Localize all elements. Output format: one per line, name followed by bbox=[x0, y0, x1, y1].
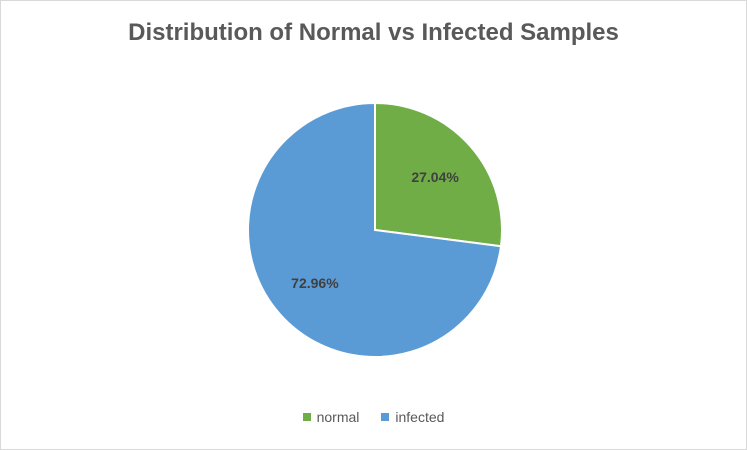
legend-label-normal: normal bbox=[316, 409, 360, 425]
legend-label-infected: infected bbox=[395, 409, 445, 425]
legend-item-infected: infected bbox=[381, 409, 444, 425]
pie-slice-infected bbox=[247, 101, 503, 358]
legend: normal infected bbox=[1, 409, 746, 425]
chart-title: Distribution of Normal vs Infected Sampl… bbox=[128, 19, 619, 46]
data-label-normal: 27.04% bbox=[411, 169, 459, 185]
legend-item-normal: normal bbox=[302, 409, 360, 425]
data-label-infected: 72.96% bbox=[291, 275, 339, 291]
legend-swatch-infected bbox=[381, 413, 390, 421]
legend-swatch-normal bbox=[302, 413, 311, 421]
pie-slice-normal bbox=[374, 101, 503, 248]
